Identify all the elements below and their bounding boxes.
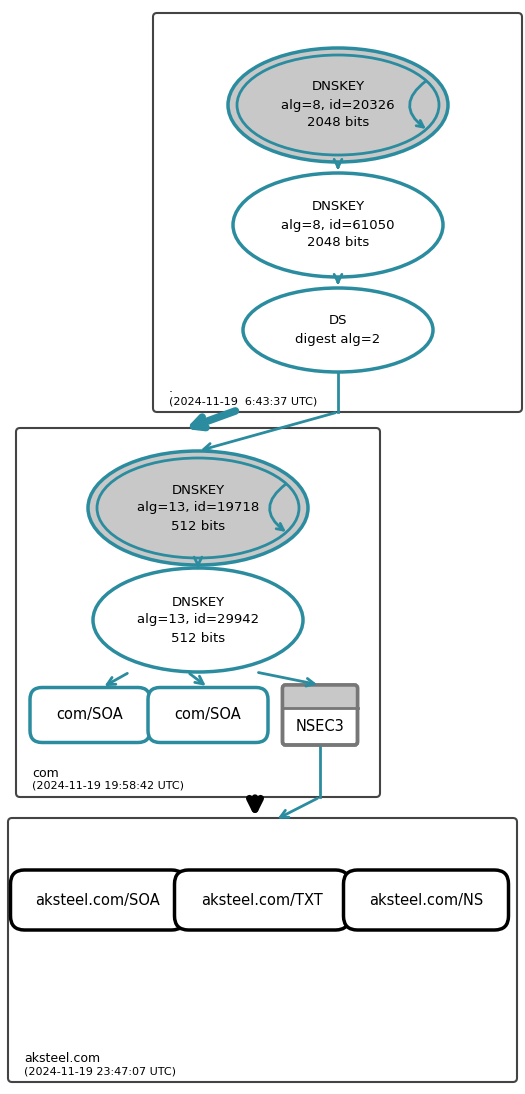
FancyBboxPatch shape [343,870,509,930]
Text: (2024-11-19  6:43:37 UTC): (2024-11-19 6:43:37 UTC) [169,396,317,406]
Text: .: . [169,382,173,395]
Ellipse shape [93,568,303,672]
FancyArrowPatch shape [410,81,426,127]
Text: aksteel.com/SOA: aksteel.com/SOA [36,893,160,908]
FancyBboxPatch shape [16,428,380,798]
Ellipse shape [243,288,433,372]
FancyBboxPatch shape [282,685,358,745]
Text: (2024-11-19 19:58:42 UTC): (2024-11-19 19:58:42 UTC) [32,781,184,791]
FancyBboxPatch shape [153,13,522,412]
Text: DNSKEY
alg=8, id=61050
2048 bits: DNSKEY alg=8, id=61050 2048 bits [281,200,395,249]
Text: (2024-11-19 23:47:07 UTC): (2024-11-19 23:47:07 UTC) [24,1066,176,1076]
FancyBboxPatch shape [10,870,185,930]
Ellipse shape [233,173,443,277]
Text: NSEC3: NSEC3 [296,719,344,734]
FancyArrowPatch shape [270,484,286,531]
Ellipse shape [88,451,308,565]
Text: aksteel.com/NS: aksteel.com/NS [369,893,483,908]
Text: aksteel.com/TXT: aksteel.com/TXT [201,893,323,908]
Text: com: com [32,767,59,780]
Text: DS
digest alg=2: DS digest alg=2 [296,314,381,346]
Text: aksteel.com: aksteel.com [24,1052,100,1064]
Ellipse shape [228,48,448,162]
FancyBboxPatch shape [30,687,150,743]
FancyBboxPatch shape [148,687,268,743]
FancyBboxPatch shape [174,870,350,930]
Text: DNSKEY
alg=8, id=20326
2048 bits: DNSKEY alg=8, id=20326 2048 bits [281,81,395,129]
Text: com/SOA: com/SOA [175,708,242,722]
Text: com/SOA: com/SOA [57,708,123,722]
Text: DNSKEY
alg=13, id=19718
512 bits: DNSKEY alg=13, id=19718 512 bits [137,484,259,533]
Text: DNSKEY
alg=13, id=29942
512 bits: DNSKEY alg=13, id=29942 512 bits [137,595,259,644]
FancyBboxPatch shape [8,818,517,1082]
